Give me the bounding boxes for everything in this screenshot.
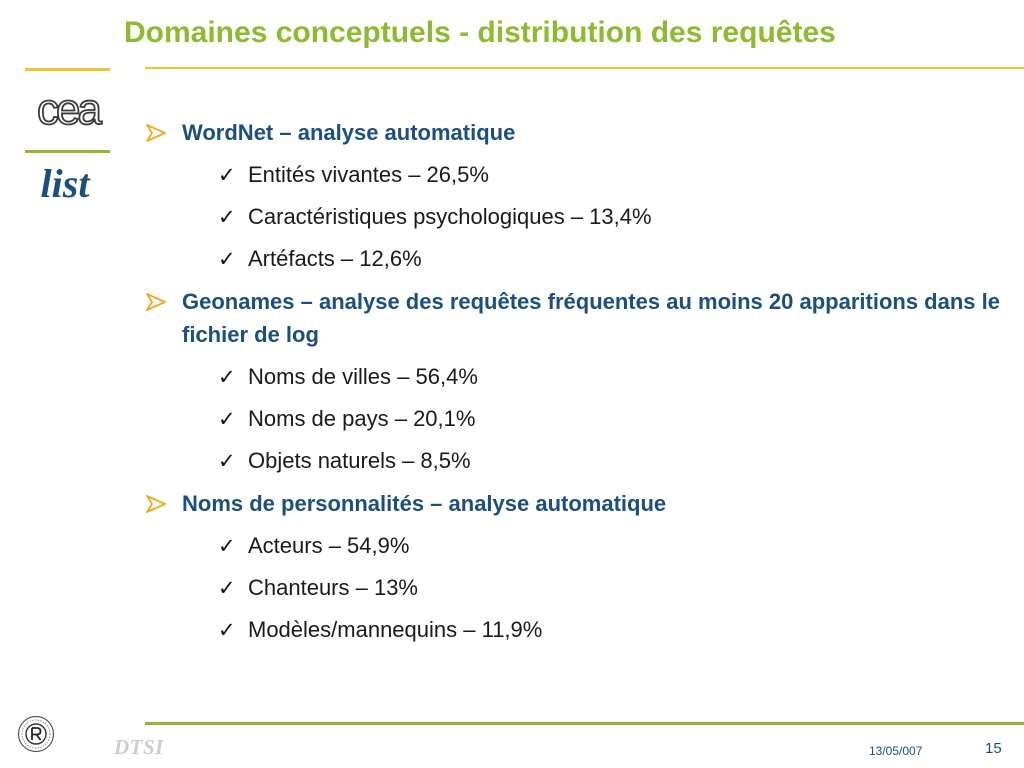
checkmark-icon: ✓ xyxy=(218,619,236,642)
arrow-bullet-icon xyxy=(146,124,166,142)
list-item-text: Caractéristiques psychologiques – 13,4% xyxy=(248,204,652,229)
list-item: ✓ Chanteurs – 13% xyxy=(146,572,1006,604)
arrow-bullet-icon xyxy=(146,293,166,311)
logo-divider xyxy=(25,150,110,153)
list-logo: list xyxy=(41,163,92,203)
section-heading-text: Noms de personnalités – analyse automati… xyxy=(182,491,667,516)
list-item-text: Artéfacts – 12,6% xyxy=(248,246,422,271)
cea-logo: cea xyxy=(36,88,106,132)
list-item: ✓ Noms de villes – 56,4% xyxy=(146,361,1006,393)
list-item-text: Acteurs – 54,9% xyxy=(248,533,410,558)
list-item: ✓ Acteurs – 54,9% xyxy=(146,530,1006,562)
list-item: ✓ Entités vivantes – 26,5% xyxy=(146,159,1006,191)
list-item-text: Noms de pays – 20,1% xyxy=(248,406,476,431)
checkmark-icon: ✓ xyxy=(218,248,236,271)
bottom-rule xyxy=(145,722,1024,725)
checkmark-icon: ✓ xyxy=(218,450,236,473)
section-heading: Geonames – analyse des requêtes fréquent… xyxy=(146,285,1006,351)
list-item-text: Modèles/mannequins – 11,9% xyxy=(248,617,543,642)
checkmark-icon: ✓ xyxy=(218,408,236,431)
list-item-text: Noms de villes – 56,4% xyxy=(248,364,478,389)
checkmark-icon: ✓ xyxy=(218,535,236,558)
section-heading: Noms de personnalités – analyse automati… xyxy=(146,487,1006,520)
list-item-text: Objets naturels – 8,5% xyxy=(248,448,471,473)
top-rule-left xyxy=(25,68,110,71)
top-rule xyxy=(145,67,1024,69)
arrow-bullet-icon xyxy=(146,495,166,513)
list-item: ✓ Noms de pays – 20,1% xyxy=(146,403,1006,435)
list-item: ✓ Artéfacts – 12,6% xyxy=(146,243,1006,275)
list-item: ✓ Caractéristiques psychologiques – 13,4… xyxy=(146,201,1006,233)
list-item-text: Entités vivantes – 26,5% xyxy=(248,162,489,187)
checkmark-icon: ✓ xyxy=(218,164,236,187)
checkmark-icon: ✓ xyxy=(218,206,236,229)
section-heading-text: Geonames – analyse des requêtes fréquent… xyxy=(182,289,1000,347)
checkmark-icon: ✓ xyxy=(218,577,236,600)
registered-seal-icon xyxy=(17,715,55,753)
list-item: ✓ Objets naturels – 8,5% xyxy=(146,445,1006,477)
slide-title: Domaines conceptuels - distribution des … xyxy=(124,16,836,49)
cea-logo-text: cea xyxy=(37,88,102,132)
section-heading: WordNet – analyse automatique xyxy=(146,116,1006,149)
footer-date: 13/05/007 xyxy=(869,744,923,758)
list-logo-text: list xyxy=(41,163,92,203)
footer-org-label: DTSI xyxy=(114,735,164,759)
checkmark-icon: ✓ xyxy=(218,366,236,389)
list-item: ✓ Modèles/mannequins – 11,9% xyxy=(146,614,1006,646)
page-number: 15 xyxy=(985,740,1002,757)
slide-content: WordNet – analyse automatique ✓ Entités … xyxy=(146,116,1006,656)
list-item-text: Chanteurs – 13% xyxy=(248,575,418,600)
section-heading-text: WordNet – analyse automatique xyxy=(182,120,516,145)
